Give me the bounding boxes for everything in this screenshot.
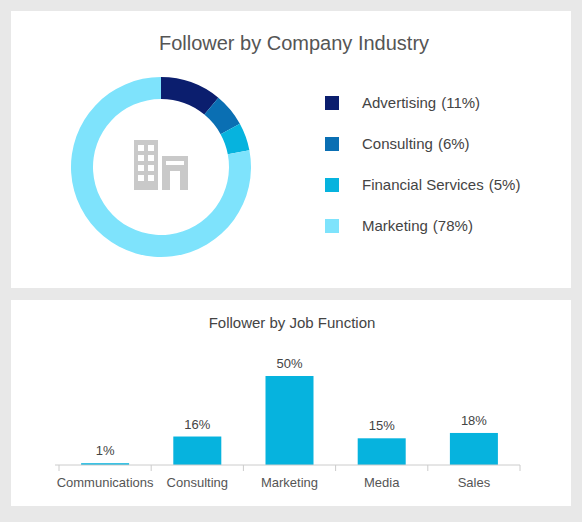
icon-door <box>170 171 180 190</box>
donut-slice <box>71 77 251 257</box>
icon-window <box>138 145 144 151</box>
icon-stripe <box>166 161 184 165</box>
icon-block <box>162 156 188 190</box>
bar-chart: Follower by Job Function 1% Communications… <box>55 314 520 490</box>
legend-entry: Financial Services (5%) <box>362 176 520 193</box>
x-axis-line <box>55 465 520 466</box>
chart-canvas: Follower by Company Industry Advertising (… <box>0 0 582 522</box>
x-tick-label: Marketing <box>261 475 318 490</box>
icon-window <box>138 155 144 161</box>
chart-title: Follower by Company Industry <box>159 32 429 54</box>
donut-slice <box>221 124 250 155</box>
legend-entry: Consulting (6%) <box>362 135 470 152</box>
icon-window <box>138 165 144 171</box>
legend-value: (5%) <box>489 176 521 193</box>
bar <box>358 438 406 465</box>
category-separator <box>59 465 60 471</box>
category-separator <box>335 465 336 471</box>
legend-swatch <box>325 137 339 151</box>
legend-label: Marketing <box>362 217 428 234</box>
legend-value: (6%) <box>438 135 470 152</box>
legend-entry: Marketing (78%) <box>362 217 473 234</box>
panel <box>11 300 571 506</box>
pie-chart: Follower by Company Industry Advertising (… <box>71 32 520 257</box>
legend-label: Consulting <box>362 135 433 152</box>
legend-entry: Advertising (11%) <box>362 94 480 111</box>
icon-window <box>148 145 154 151</box>
chart-title: Follower by Job Function <box>209 314 376 331</box>
data-label: 18% <box>461 413 487 428</box>
legend-swatch <box>325 219 339 233</box>
bar <box>266 376 314 465</box>
legend: Advertising (11%) Consulting (6%) Financial … <box>325 94 520 234</box>
category-separator <box>427 465 428 471</box>
icon-window <box>148 165 154 171</box>
data-label: 15% <box>369 418 395 433</box>
icon-window <box>148 175 154 181</box>
bars <box>81 376 498 465</box>
x-tick-label: Sales <box>458 475 491 490</box>
legend-swatch <box>325 96 339 110</box>
slices <box>71 77 251 257</box>
icon-block <box>134 140 158 190</box>
category-separator <box>243 465 244 471</box>
legend-label: Advertising <box>362 94 436 111</box>
bar <box>173 437 221 465</box>
panel <box>11 11 571 288</box>
x-tick-label: Media <box>364 475 400 490</box>
x-tick-label: Consulting <box>167 475 228 490</box>
category-separator <box>151 465 152 471</box>
legend-value: (78%) <box>433 217 473 234</box>
icon-window <box>148 155 154 161</box>
data-label: 16% <box>184 417 210 432</box>
labels: 1% Communications 16% Consulting 50% Marketin… <box>57 356 491 490</box>
legend-value: (11%) <box>441 94 480 111</box>
bar <box>450 433 498 465</box>
data-label: 1% <box>96 443 115 458</box>
icon-window <box>138 175 144 181</box>
x-tick-label: Communications <box>57 475 154 490</box>
legend-label: Financial Services <box>362 176 484 193</box>
data-label: 50% <box>276 356 302 371</box>
category-separator <box>520 465 521 471</box>
legend-swatch <box>325 178 339 192</box>
building-icon <box>134 140 188 190</box>
